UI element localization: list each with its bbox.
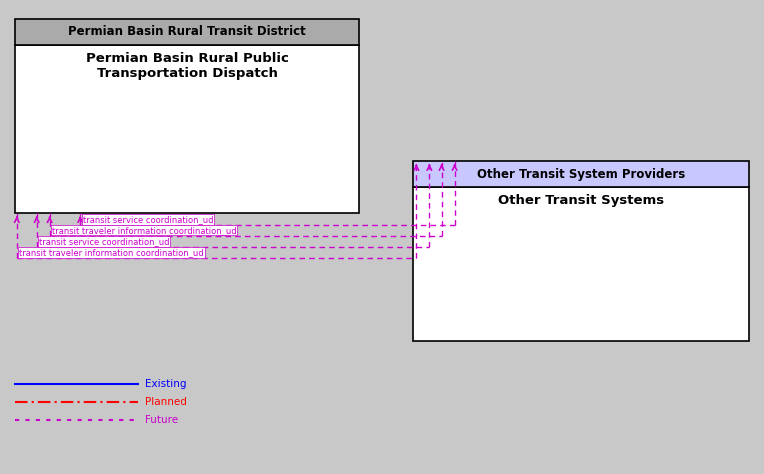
Text: Other Transit Systems: Other Transit Systems <box>497 194 664 207</box>
Text: transit traveler information coordination_ud: transit traveler information coordinatio… <box>52 226 237 235</box>
Text: Future: Future <box>145 415 178 425</box>
Bar <box>413 161 749 187</box>
Text: transit traveler information coordination_ud: transit traveler information coordinatio… <box>19 248 204 257</box>
Text: Permian Basin Rural Public
Transportation Dispatch: Permian Basin Rural Public Transportatio… <box>86 52 289 80</box>
Text: Permian Basin Rural Transit District: Permian Basin Rural Transit District <box>68 26 306 38</box>
Text: Existing: Existing <box>145 379 186 389</box>
Bar <box>413 187 749 341</box>
Text: Other Transit System Providers: Other Transit System Providers <box>477 168 685 181</box>
Text: Planned: Planned <box>145 397 187 407</box>
Text: transit service coordination_ud: transit service coordination_ud <box>83 215 213 224</box>
Bar <box>15 45 359 213</box>
Text: transit service coordination_ud: transit service coordination_ud <box>39 237 170 246</box>
Bar <box>15 19 359 45</box>
